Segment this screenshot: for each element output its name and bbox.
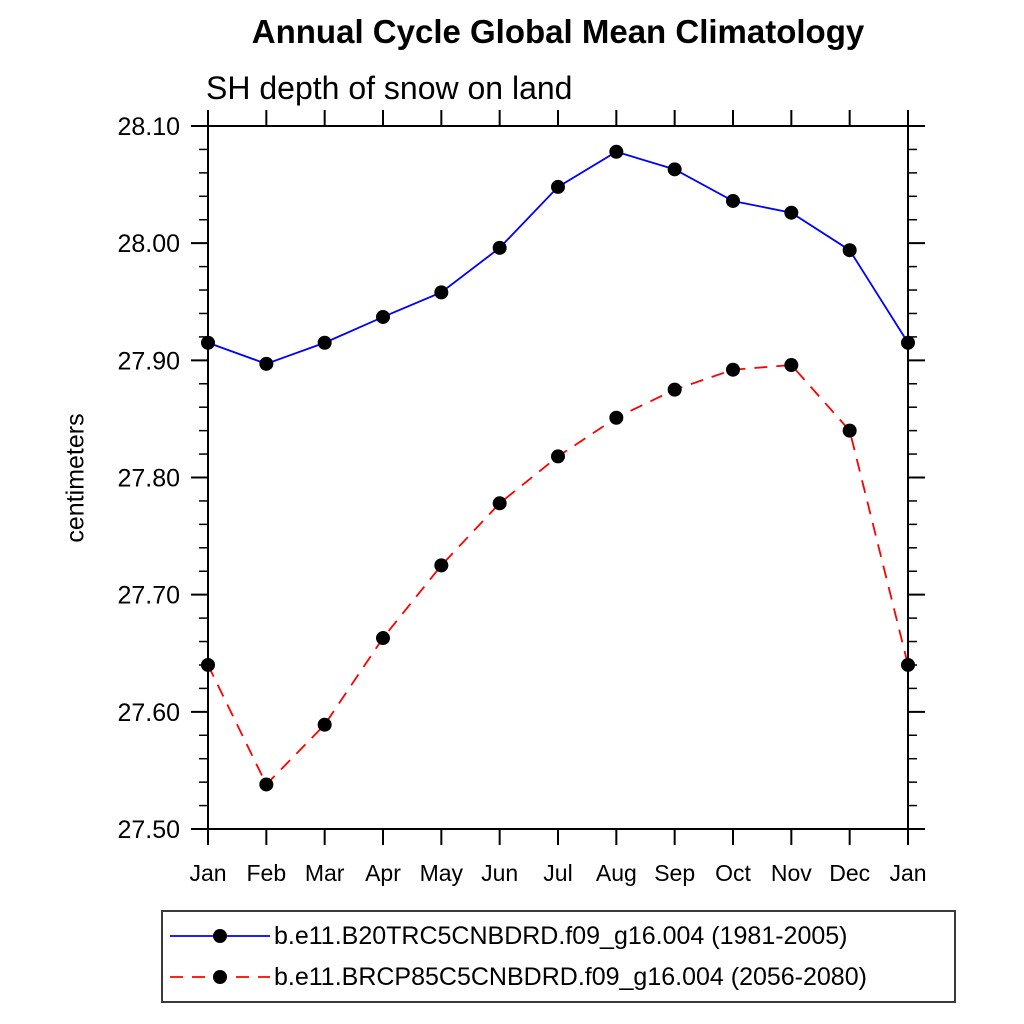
data-point-marker	[842, 243, 857, 258]
y-tick-label: 27.50	[117, 816, 180, 844]
legend-marker-dot	[213, 929, 227, 943]
data-point-marker	[317, 717, 332, 732]
chart-subtitle: SH depth of snow on land	[206, 70, 573, 106]
legend-marker-dot	[213, 970, 227, 984]
y-tick-label: 27.60	[117, 699, 180, 727]
legend-line-sample-solid	[170, 929, 270, 943]
data-point-marker	[551, 449, 565, 464]
data-point-marker	[784, 205, 799, 220]
data-point-marker	[259, 777, 274, 792]
data-point-marker	[901, 657, 915, 672]
data-point-marker	[609, 144, 624, 159]
data-point-marker	[726, 193, 740, 208]
legend-label: b.e11.B20TRC5CNBDRD.f09_g16.004 (1981-20…	[274, 921, 848, 950]
x-tick-label: Oct	[715, 860, 751, 886]
x-tick-label: Feb	[247, 860, 287, 886]
x-tick-label: Jun	[481, 860, 518, 886]
legend-item-solid: b.e11.B20TRC5CNBDRD.f09_g16.004 (1981-20…	[163, 916, 954, 957]
y-tick-label: 27.90	[117, 347, 180, 375]
x-tick-label: Apr	[365, 860, 401, 886]
data-point-marker	[551, 179, 565, 194]
legend: b.e11.B20TRC5CNBDRD.f09_g16.004 (1981-20…	[161, 910, 956, 1003]
data-point-marker	[667, 382, 682, 397]
data-point-marker	[317, 335, 332, 350]
data-point-marker	[726, 362, 740, 377]
data-point-marker	[259, 356, 274, 371]
x-tick-label: Jan	[889, 860, 926, 886]
y-tick-label: 27.70	[117, 582, 180, 610]
data-point-marker	[201, 335, 215, 350]
data-point-marker	[434, 558, 449, 573]
data-point-marker	[609, 410, 624, 425]
data-point-marker	[784, 358, 799, 373]
data-point-marker	[492, 240, 507, 255]
data-point-marker	[901, 335, 915, 350]
data-point-marker	[201, 657, 215, 672]
x-tick-label: Nov	[771, 860, 812, 886]
x-tick-label: Aug	[596, 860, 637, 886]
y-tick-label: 27.80	[117, 465, 180, 493]
x-tick-label: Sep	[654, 860, 695, 886]
data-point-marker	[376, 309, 390, 324]
data-point-marker	[376, 631, 390, 646]
y-tick-label: 28.00	[117, 230, 180, 258]
legend-line-sample-dashed	[170, 970, 270, 984]
chart-title: Annual Cycle Global Mean Climatology	[251, 13, 865, 50]
legend-label: b.e11.BRCP85C5CNBDRD.f09_g16.004 (2056-2…	[274, 962, 867, 991]
x-tick-label: Jul	[543, 860, 572, 886]
x-tick-label: Mar	[305, 860, 345, 886]
axis-frame	[207, 125, 909, 830]
data-point-marker	[492, 496, 507, 511]
y-tick-label: 28.10	[117, 113, 180, 141]
series-line-1	[207, 364, 909, 787]
x-tick-label: Jan	[189, 860, 226, 886]
data-point-marker	[842, 423, 857, 438]
x-tick-label: May	[420, 860, 464, 886]
legend-item-dashed: b.e11.BRCP85C5CNBDRD.f09_g16.004 (2056-2…	[163, 957, 954, 998]
data-point-marker	[667, 162, 682, 177]
data-point-marker	[434, 285, 449, 300]
x-tick-label: Dec	[829, 860, 870, 886]
